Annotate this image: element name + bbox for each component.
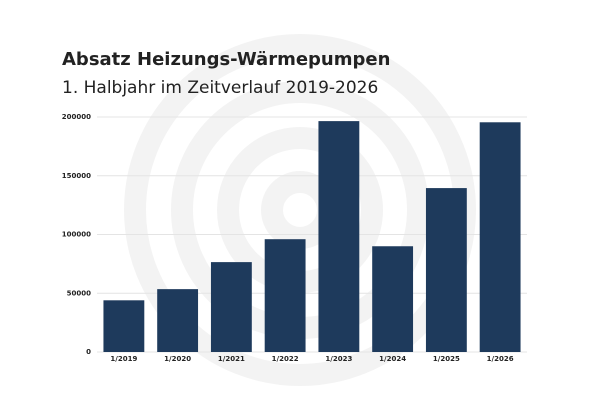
y-tick-label: 0 xyxy=(86,348,91,356)
y-tick-label: 100000 xyxy=(62,231,91,239)
x-tick-label: 1/2023 xyxy=(325,355,352,363)
x-tick-label: 1/2019 xyxy=(110,355,137,363)
x-tick-label: 1/2021 xyxy=(218,355,245,363)
x-tick-label: 1/2025 xyxy=(433,355,460,363)
bar xyxy=(210,262,252,352)
chart-title: Absatz Heizungs-Wärmepumpen xyxy=(62,49,390,70)
bar xyxy=(318,121,360,352)
y-tick-label: 150000 xyxy=(62,172,91,180)
y-tick-label: 200000 xyxy=(62,113,91,121)
bar xyxy=(372,246,414,352)
bar xyxy=(264,239,306,352)
y-tick-label: 50000 xyxy=(67,289,91,297)
bar xyxy=(479,122,521,352)
x-tick-label: 1/2022 xyxy=(272,355,299,363)
bar xyxy=(103,300,145,352)
bar xyxy=(157,289,199,352)
bar xyxy=(425,188,467,352)
x-tick-label: 1/2026 xyxy=(487,355,514,363)
x-tick-label: 1/2020 xyxy=(164,355,191,363)
chart-subtitle: 1. Halbjahr im Zeitverlauf 2019-2026 xyxy=(62,78,378,98)
x-tick-label: 1/2024 xyxy=(379,355,406,363)
